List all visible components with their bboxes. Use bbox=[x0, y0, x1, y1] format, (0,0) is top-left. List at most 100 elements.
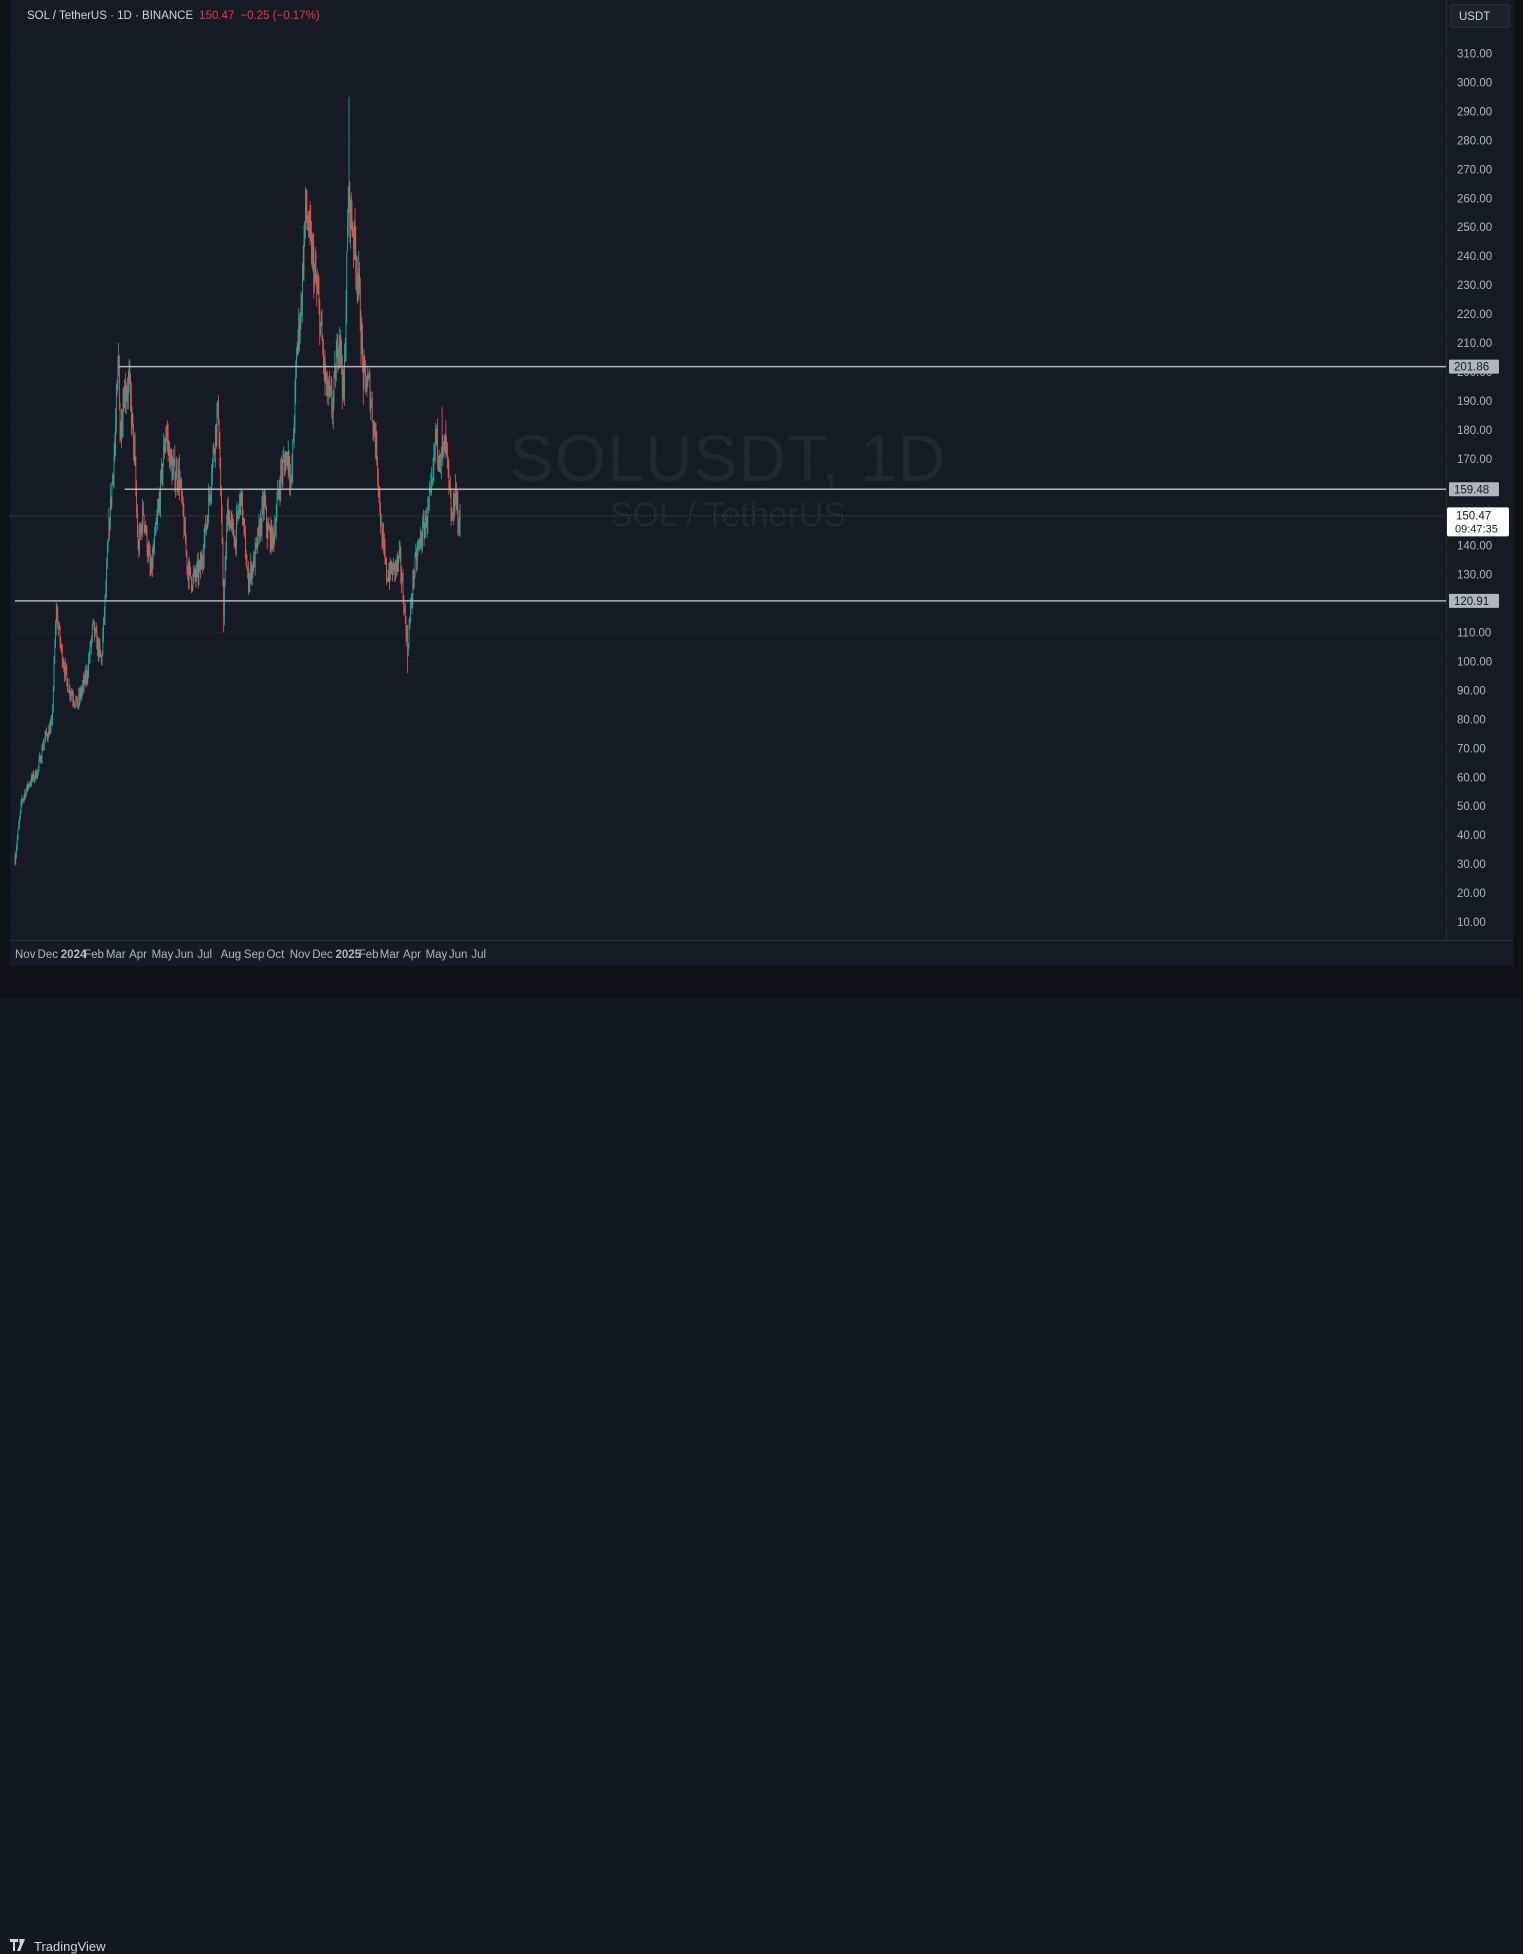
level-price-label: 120.91 bbox=[1454, 596, 1489, 608]
candle-body bbox=[356, 271, 357, 273]
candle-body bbox=[388, 573, 390, 581]
candle-body bbox=[180, 481, 182, 484]
candle-body bbox=[260, 518, 262, 531]
candle-body bbox=[345, 308, 347, 350]
candle-body bbox=[169, 445, 170, 468]
candle-body bbox=[165, 433, 167, 444]
candle-body bbox=[213, 448, 215, 452]
candle-body bbox=[241, 491, 243, 506]
candle-body bbox=[327, 391, 329, 395]
candle-body bbox=[95, 629, 97, 632]
time-tick-label: Nov bbox=[290, 949, 311, 961]
candle-body bbox=[54, 645, 56, 662]
candle-body bbox=[14, 858, 16, 863]
candle-body bbox=[269, 529, 270, 530]
candle-body bbox=[64, 667, 65, 675]
time-tick-label: Nov bbox=[15, 949, 36, 961]
candle-body bbox=[417, 546, 419, 552]
candle-body bbox=[62, 663, 64, 665]
candle-body bbox=[31, 776, 33, 779]
candle-body bbox=[272, 528, 273, 549]
candle-body bbox=[308, 228, 309, 232]
candle-body bbox=[109, 520, 110, 527]
currency-button[interactable]: USDT bbox=[1450, 4, 1510, 28]
candle-body bbox=[332, 395, 334, 414]
candle-body bbox=[308, 214, 310, 232]
candle-body bbox=[105, 589, 107, 596]
candle-body bbox=[326, 374, 328, 395]
symbol-legend: SOL / TetherUS · 1D · BINANCE 150.47 −0.25… bbox=[27, 10, 320, 22]
candle-body bbox=[106, 551, 108, 567]
candle-body bbox=[407, 645, 409, 650]
level-price-label: 159.48 bbox=[1454, 484, 1489, 496]
candle-body bbox=[73, 699, 74, 703]
candle-body bbox=[320, 321, 322, 323]
candle-body bbox=[144, 525, 146, 527]
candle-body bbox=[410, 603, 412, 605]
candle-body bbox=[111, 484, 113, 504]
candle-body bbox=[42, 747, 44, 750]
candle-body bbox=[191, 587, 193, 589]
candle-body bbox=[415, 552, 417, 556]
candle-body bbox=[331, 391, 333, 409]
candle-body bbox=[364, 363, 366, 366]
candle-body bbox=[412, 575, 414, 600]
candle-body bbox=[88, 659, 89, 674]
price-tick-label: 170.00 bbox=[1457, 454, 1492, 466]
candle-body bbox=[228, 516, 230, 526]
candle-body bbox=[247, 569, 249, 572]
candle-body bbox=[319, 301, 321, 335]
time-tick-label: Feb bbox=[359, 949, 379, 961]
legend-symbol[interactable]: SOL / TetherUS · 1D · BINANCE bbox=[27, 10, 194, 22]
candle-body bbox=[252, 566, 254, 571]
candle-body bbox=[171, 460, 173, 481]
time-scale[interactable]: Nov Dec 2024 Feb Mar Apr May Jun Jul Aug Sep Oct Nov… bbox=[10, 940, 1513, 966]
candle-body bbox=[348, 185, 350, 205]
candle-body bbox=[215, 425, 216, 453]
candle-body bbox=[384, 548, 386, 560]
candle-body bbox=[190, 567, 191, 578]
candle-body bbox=[27, 784, 29, 788]
price-scale[interactable]: 10.00 20.00 30.00 40.00 50.00 60.00 70.00 80.00… bbox=[1446, 0, 1514, 940]
candle-body bbox=[296, 348, 298, 356]
tradingview-logo[interactable]: TradingView bbox=[10, 1939, 106, 1954]
candle-body bbox=[301, 301, 303, 306]
price-tick-label: 20.00 bbox=[1457, 888, 1486, 900]
candle-body bbox=[373, 423, 375, 432]
candle-body bbox=[218, 419, 220, 447]
chart-pane[interactable]: SOLUSDT, 1D SOL / TetherUS SOL / TetherU… bbox=[10, 0, 1446, 940]
candle-body bbox=[330, 388, 332, 392]
candle-body bbox=[206, 519, 208, 525]
candle-body bbox=[63, 664, 65, 668]
candle-body bbox=[437, 428, 438, 457]
candle-body bbox=[365, 376, 367, 391]
candle-body bbox=[293, 423, 295, 437]
candle-body bbox=[115, 423, 116, 445]
candle-body bbox=[458, 522, 459, 524]
candle-body bbox=[186, 551, 188, 567]
candle-body bbox=[248, 571, 249, 588]
candle-body bbox=[398, 550, 400, 557]
candle-body bbox=[435, 430, 437, 439]
candle-body bbox=[408, 626, 410, 646]
candle-body bbox=[147, 551, 149, 556]
candle-body bbox=[204, 524, 206, 539]
time-tick-label: Jul bbox=[471, 949, 486, 961]
candle-body bbox=[149, 549, 150, 554]
candle-body bbox=[60, 641, 62, 647]
candle-body bbox=[338, 335, 340, 355]
candle-body bbox=[361, 334, 363, 349]
candle-body bbox=[154, 535, 155, 549]
candle-body bbox=[30, 783, 32, 785]
candle-body bbox=[200, 558, 202, 571]
time-tick-label: Jun bbox=[175, 949, 194, 961]
candle-body bbox=[116, 382, 118, 396]
candle-body bbox=[70, 694, 71, 696]
candle-body bbox=[293, 436, 294, 442]
candle-body bbox=[59, 626, 61, 642]
candle-body bbox=[243, 518, 245, 524]
candle-body bbox=[455, 484, 456, 505]
candlestick-plot[interactable] bbox=[10, 0, 1446, 940]
candle-body bbox=[419, 537, 421, 540]
candle-body bbox=[194, 569, 195, 574]
